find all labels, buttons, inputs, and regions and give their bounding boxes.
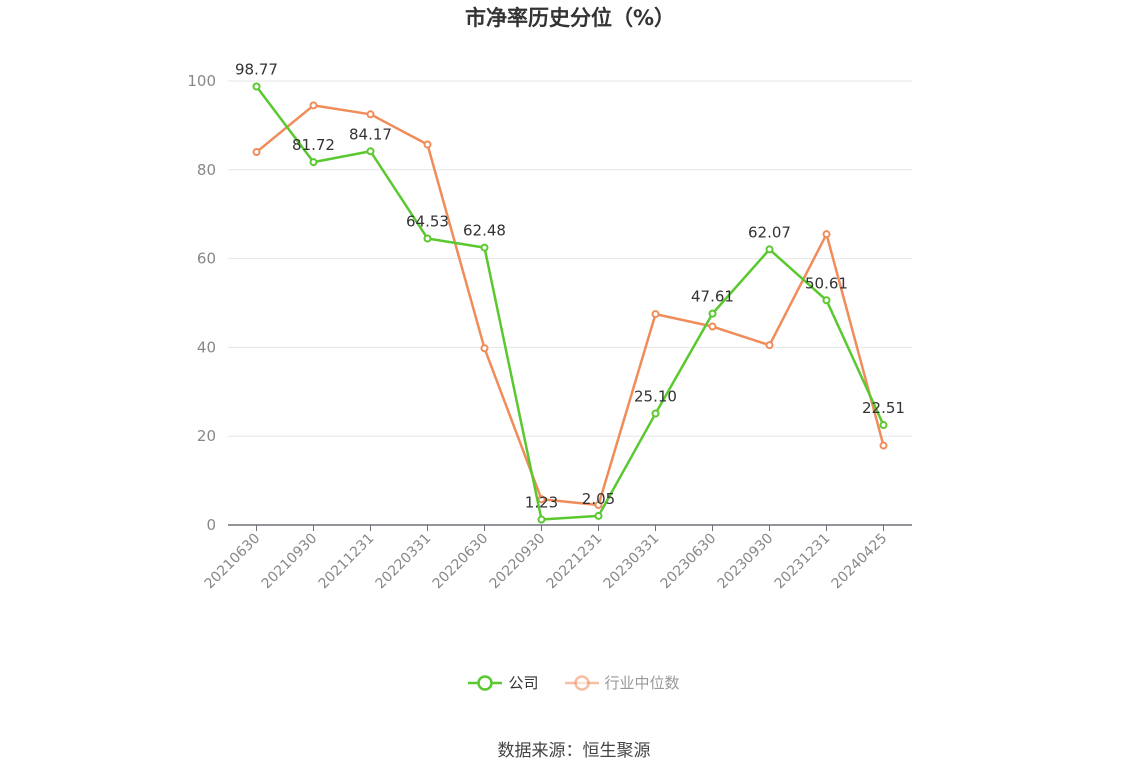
legend-item-industry-median[interactable]: 行业中位数	[564, 672, 680, 693]
x-tick-label: 20231231	[772, 531, 834, 593]
x-tick-label: 20210630	[202, 531, 264, 593]
data-point-industry-median	[879, 441, 888, 450]
data-point-company	[252, 82, 261, 91]
data-point-company	[822, 296, 831, 305]
data-point-company	[423, 234, 432, 243]
data-point-industry-median	[765, 341, 774, 350]
data-point-company	[708, 309, 717, 318]
data-point-industry-median	[594, 501, 603, 510]
grid-lines	[228, 80, 912, 437]
data-point-industry-median	[309, 101, 318, 110]
data-point-company	[879, 421, 888, 430]
data-point-company	[594, 511, 603, 520]
data-label: 62.48	[463, 222, 506, 240]
data-point-industry-median	[423, 140, 432, 149]
y-tick-label: 20	[197, 427, 216, 445]
data-label: 47.61	[691, 288, 734, 306]
data-point-company	[537, 515, 546, 524]
data-point-industry-median	[480, 344, 489, 353]
data-label: 25.10	[634, 388, 677, 406]
x-tick-label: 20221231	[544, 531, 606, 593]
x-tick-label: 20210930	[259, 531, 321, 593]
y-tick-label: 80	[197, 161, 216, 179]
legend-company-icon	[468, 674, 503, 691]
y-tick-label: 60	[197, 250, 216, 268]
x-tick-label: 20230331	[601, 531, 663, 593]
legend-industry-icon	[564, 674, 599, 691]
legend: 公司 行业中位数	[0, 672, 1148, 693]
y-tick-label: 0	[206, 516, 216, 534]
legend-item-company[interactable]: 公司	[468, 672, 539, 693]
series-line-company	[255, 85, 885, 521]
data-point-industry-median	[822, 230, 831, 239]
x-tick-label: 20230930	[715, 531, 777, 593]
data-point-company	[765, 245, 774, 254]
data-label: 22.51	[862, 399, 905, 417]
chart-title: 市净率历史分位（%）	[464, 6, 676, 30]
data-point-industry-median	[366, 110, 375, 119]
data-point-industry-median	[252, 148, 261, 157]
legend-label-company: 公司	[508, 674, 539, 692]
data-label: 2.05	[582, 490, 615, 508]
data-point-company	[309, 158, 318, 167]
data-point-industry-median	[708, 322, 717, 331]
data-label: 98.77	[235, 60, 278, 78]
legend-label-industry-median: 行业中位数	[604, 674, 680, 692]
data-label: 84.17	[349, 125, 392, 143]
x-tick-label: 20240425	[829, 531, 891, 593]
x-tick-label: 20220930	[487, 531, 549, 593]
x-tick-label: 20220331	[373, 531, 435, 593]
y-tick-label: 40	[197, 338, 216, 356]
data-point-company	[651, 409, 660, 418]
x-tick-label: 20220630	[430, 531, 492, 593]
data-point-industry-median	[651, 310, 660, 319]
series-line-industry-median	[255, 104, 885, 507]
data-label: 81.72	[292, 136, 335, 154]
data-label: 50.61	[805, 274, 848, 292]
series-lines	[252, 82, 888, 524]
x-tick-label: 20211231	[316, 531, 378, 593]
y-tick-label: 100	[187, 72, 216, 90]
data-point-company	[480, 243, 489, 252]
data-labels: 98.77 81.72 84.17 64.53 62.48 1.23 2.05 25.10 47…	[235, 60, 905, 511]
data-label: 64.53	[406, 212, 449, 230]
data-point-company	[366, 147, 375, 156]
x-tick-label: 20230630	[658, 531, 720, 593]
data-label: 62.07	[748, 223, 791, 241]
data-label: 1.23	[525, 494, 558, 512]
data-source: 数据来源：恒生聚源	[497, 741, 651, 761]
